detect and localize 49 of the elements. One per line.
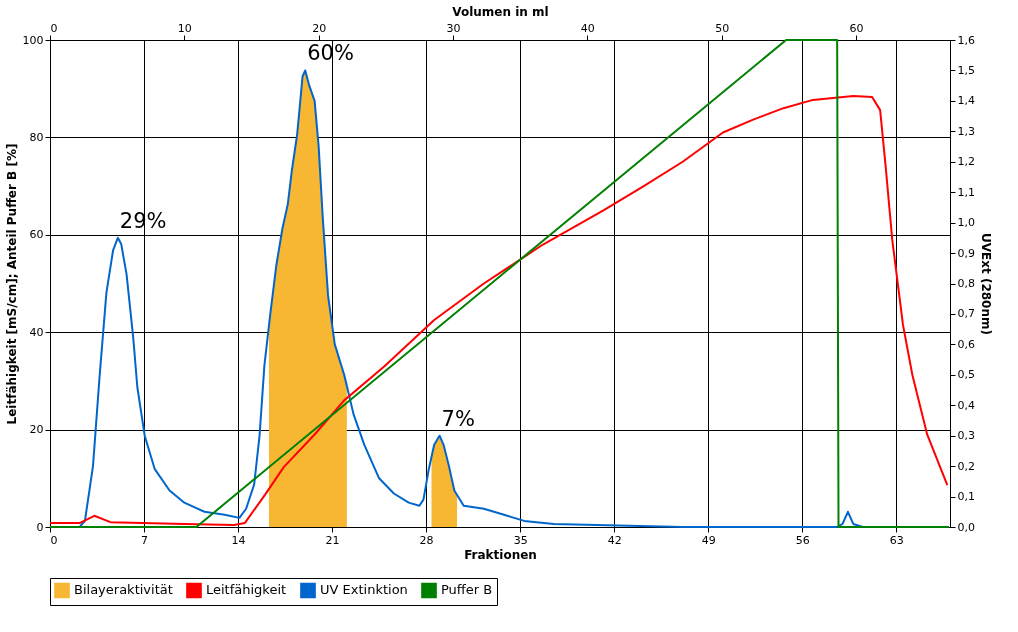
y2-tick-label: 1,2 — [957, 155, 975, 169]
x-tick-label: 14 — [231, 533, 246, 547]
y-tick-label: 80 — [29, 130, 44, 144]
x-tick-label: 49 — [701, 533, 716, 547]
x-tick-label: 56 — [795, 533, 810, 547]
y2-tick-label: 1,0 — [957, 216, 975, 230]
y2-tick-label: 0,2 — [957, 459, 975, 473]
x-tick-label: 42 — [607, 533, 622, 547]
annotation: 7% — [441, 406, 475, 431]
x-tick-label: 28 — [419, 533, 434, 547]
x-tick-label: 0 — [50, 533, 58, 547]
y-tick-label: 100 — [22, 33, 44, 47]
legend-label: Puffer B — [441, 582, 493, 598]
y-tick-label: 40 — [29, 325, 44, 339]
x2-tick-label: 30 — [446, 21, 461, 35]
x2-tick-label: 20 — [312, 21, 327, 35]
y-tick-label: 60 — [29, 228, 44, 242]
y2-tick-label: 0,1 — [957, 490, 975, 504]
x2-tick-label: 60 — [849, 21, 864, 35]
y2-tick-label: 1,6 — [957, 33, 975, 47]
x2-tick-label: 10 — [177, 21, 192, 35]
y2-tick-label: 0,4 — [957, 398, 975, 412]
y-axis-title: Leitfähigkeit [mS/cm]; Anteil Puffer B [%] — [4, 143, 19, 425]
x-tick-label: 35 — [513, 533, 528, 547]
y2-tick-label: 1,5 — [957, 63, 975, 77]
y2-tick-label: 0,8 — [957, 277, 975, 290]
x2-tick-label: 50 — [715, 21, 730, 35]
x-tick-label: 7 — [141, 533, 149, 547]
y2-tick-label: 0,0 — [957, 520, 975, 534]
y2-tick-label: 0,3 — [957, 429, 975, 443]
y2-tick-label: 0,7 — [957, 307, 975, 321]
legend-label: Leitfähigkeit — [206, 582, 287, 598]
x-tick-label: 21 — [325, 533, 340, 547]
x2-axis-title: Volumen in ml — [452, 4, 549, 19]
y2-tick-label: 0,9 — [957, 246, 975, 260]
x2-tick-label: 40 — [580, 21, 595, 35]
y-tick-label: 20 — [29, 423, 44, 437]
legend-label: Bilayeraktivität — [74, 582, 173, 598]
y2-tick-label: 1,3 — [957, 124, 975, 138]
legend-label: UV Extinktion — [320, 582, 408, 598]
y2-tick-label: 0,6 — [957, 337, 975, 351]
y2-tick-label: 1,4 — [957, 94, 975, 108]
y2-tick-label: 0,5 — [957, 368, 975, 382]
y2-tick-label: 1,1 — [957, 185, 975, 199]
x-tick-label: 63 — [889, 533, 904, 547]
x2-tick-label: 0 — [50, 21, 58, 35]
y-tick-label: 0 — [36, 520, 44, 534]
y2-axis-title: UVExt (280nm) — [978, 233, 993, 335]
x-axis-title: Fraktionen — [464, 547, 537, 562]
